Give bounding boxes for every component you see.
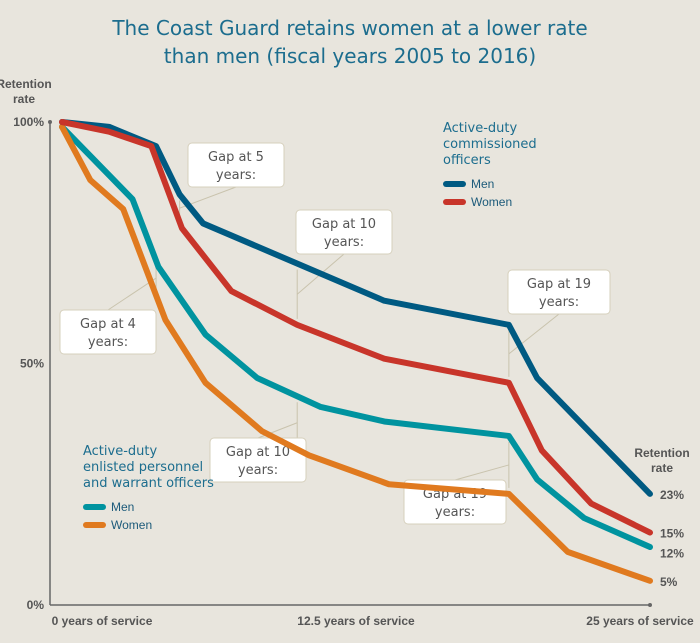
gap-annotation-text: years: <box>238 463 278 478</box>
y-axis-label: Retention <box>0 77 52 91</box>
gap-annotation-box <box>59 309 157 355</box>
end-value-label: 23% <box>660 488 684 502</box>
legend-label: Women <box>471 195 512 209</box>
legend-label: Women <box>111 518 152 532</box>
y-axis-label: rate <box>13 92 35 106</box>
x-tick-label: 0 years of service <box>52 614 153 628</box>
x-tick-label: 12.5 years of service <box>297 614 415 628</box>
right-axis-label: rate <box>651 461 673 475</box>
y-axis-end-dot <box>48 120 52 124</box>
x-axis-end-dot <box>648 603 652 607</box>
gap-annotation-box <box>295 209 393 255</box>
x-tick-label: 25 years of service <box>586 614 694 628</box>
gap-annotation-text: years: <box>324 235 364 250</box>
end-value-label: 15% <box>660 527 684 541</box>
gap-annotation-text: Gap at 5 <box>208 150 264 165</box>
series-line-officers-men <box>59 119 653 497</box>
gap-leader-line <box>454 464 510 481</box>
gap-annotation-text: Gap at 10 <box>226 445 290 460</box>
gap-annotation-text: years: <box>216 168 256 183</box>
legend-label: Men <box>111 500 134 514</box>
gap-annotation-box <box>187 142 285 188</box>
series-line-enlisted-women <box>59 123 653 584</box>
gap-annotation-text: Gap at 10 <box>312 217 376 232</box>
gap-annotation-text: Gap at 4 <box>80 317 136 332</box>
legend-label: Men <box>471 177 494 191</box>
legend-title: Active-duty <box>83 444 157 459</box>
y-tick-label: 50% <box>20 357 44 371</box>
legend-title: commissioned <box>443 137 537 152</box>
legend-title: officers <box>443 153 491 168</box>
end-value-label: 12% <box>660 547 684 561</box>
gap-annotation-text: Gap at 19 <box>527 277 591 292</box>
end-value-label: 5% <box>660 575 678 589</box>
chart-title: The Coast Guard retains women at a lower… <box>112 16 588 68</box>
gap-annotation-box <box>209 437 307 483</box>
gap-annotation-text: years: <box>539 295 579 310</box>
series-line-officers-women <box>59 119 653 536</box>
y-tick-label: 100% <box>13 115 44 129</box>
gap-leader-line <box>107 277 157 311</box>
gap-annotation-text: years: <box>88 335 128 350</box>
legend-title: and warrant officers <box>83 476 214 491</box>
gap-annotation-box <box>507 269 611 315</box>
y-tick-label: 0% <box>27 598 45 612</box>
legend-title: Active-duty <box>443 121 517 136</box>
series-line-enlisted-men <box>59 123 653 551</box>
legend-title: enlisted personnel <box>83 460 203 475</box>
gap-annotation-text: years: <box>435 505 475 520</box>
gap-leader-line <box>508 313 560 355</box>
right-axis-label: Retention <box>634 446 689 460</box>
